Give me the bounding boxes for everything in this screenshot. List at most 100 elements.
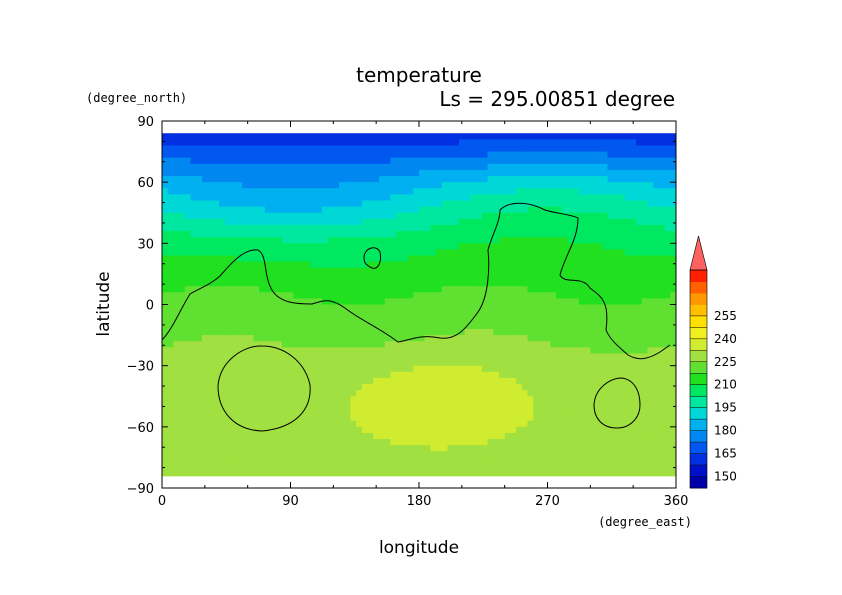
temperature-cell	[573, 408, 580, 416]
temperature-cell	[567, 396, 574, 403]
temperature-cell	[441, 212, 449, 220]
temperature-cell	[241, 231, 249, 238]
temperature-cell	[310, 298, 317, 306]
temperature-cell	[287, 200, 294, 208]
temperature-cell	[498, 133, 506, 140]
temperature-cell	[436, 218, 443, 226]
temperature-cell	[487, 176, 494, 183]
temperature-cell	[321, 261, 329, 269]
temperature-cell	[396, 463, 403, 471]
temperature-cell	[510, 169, 517, 177]
temperature-cell	[550, 176, 557, 183]
temperature-cell	[601, 133, 609, 140]
temperature-cell	[196, 243, 203, 251]
temperature-cell	[373, 145, 380, 153]
temperature-cell	[413, 414, 420, 422]
temperature-cell	[567, 218, 574, 226]
temperature-cell	[458, 310, 466, 318]
temperature-cell	[350, 414, 357, 422]
temperature-cell	[533, 151, 540, 159]
temperature-cell	[316, 255, 323, 263]
temperature-cell	[596, 371, 603, 379]
temperature-cell	[476, 261, 483, 269]
temperature-cell	[407, 335, 414, 342]
temperature-cell	[533, 163, 540, 171]
temperature-cell	[618, 280, 626, 287]
temperature-cell	[561, 261, 569, 269]
temperature-cell	[630, 451, 637, 459]
temperature-cell	[413, 249, 420, 257]
temperature-cell	[670, 145, 676, 153]
temperature-cell	[453, 169, 460, 177]
temperature-cell	[316, 182, 323, 189]
temperature-cell	[299, 280, 306, 287]
temperature-cell	[253, 200, 260, 208]
temperature-cell	[247, 151, 254, 159]
temperature-cell	[407, 298, 414, 306]
temperature-cell	[561, 420, 569, 428]
temperature-cell	[658, 402, 666, 410]
temperature-cell	[287, 157, 294, 165]
temperature-cell	[384, 133, 392, 140]
temperature-cell	[516, 408, 523, 416]
temperature-cell	[578, 322, 586, 330]
temperature-cell	[333, 267, 340, 275]
temperature-cell	[607, 457, 614, 465]
temperature-cell	[196, 371, 203, 379]
temperature-cell	[299, 377, 306, 385]
temperature-cell	[253, 298, 260, 306]
temperature-cell	[179, 231, 186, 238]
temperature-cell	[379, 139, 386, 147]
temperature-cell	[247, 316, 254, 324]
temperature-cell	[162, 445, 169, 452]
temperature-cell	[498, 169, 506, 177]
temperature-cell	[561, 365, 569, 373]
temperature-cell	[310, 414, 317, 422]
temperature-cell	[213, 292, 220, 299]
temperature-cell	[281, 194, 289, 202]
temperature-cell	[424, 335, 432, 342]
temperature-cell	[241, 298, 249, 306]
temperature-cell	[504, 267, 511, 275]
temperature-cell	[281, 353, 289, 361]
temperature-cell	[424, 353, 432, 361]
temperature-cell	[321, 169, 329, 177]
temperature-cell	[561, 145, 569, 153]
temperature-cell	[162, 365, 169, 373]
temperature-cell	[584, 200, 591, 208]
temperature-cell	[573, 157, 580, 165]
temperature-cell	[236, 451, 243, 459]
temperature-cell	[670, 267, 676, 275]
temperature-cell	[219, 469, 226, 477]
temperature-cell	[304, 353, 312, 361]
temperature-cell	[447, 206, 454, 214]
temperature-cell	[241, 451, 249, 459]
temperature-cell	[201, 439, 209, 446]
temperature-cell	[419, 341, 426, 348]
temperature-cell	[304, 157, 312, 165]
temperature-cell	[430, 371, 437, 379]
temperature-cell	[590, 237, 597, 244]
temperature-cell	[567, 200, 574, 208]
temperature-cell	[641, 451, 649, 459]
temperature-cell	[356, 145, 363, 153]
temperature-cell	[310, 188, 317, 195]
temperature-cell	[339, 298, 346, 306]
temperature-cell	[190, 469, 197, 477]
temperature-cell	[287, 182, 294, 189]
temperature-cell	[333, 231, 340, 238]
temperature-cell	[310, 249, 317, 257]
temperature-cell	[236, 408, 243, 416]
temperature-cell	[641, 420, 649, 428]
temperature-cell	[538, 200, 546, 208]
temperature-cell	[556, 231, 563, 238]
temperature-cell	[247, 426, 254, 434]
temperature-cell	[464, 286, 471, 293]
temperature-cell	[578, 371, 586, 379]
temperature-cell	[344, 182, 352, 189]
temperature-cell	[641, 273, 649, 281]
temperature-cell	[361, 414, 369, 422]
temperature-cell	[607, 218, 614, 226]
temperature-cell	[327, 286, 334, 293]
temperature-cell	[493, 224, 500, 232]
